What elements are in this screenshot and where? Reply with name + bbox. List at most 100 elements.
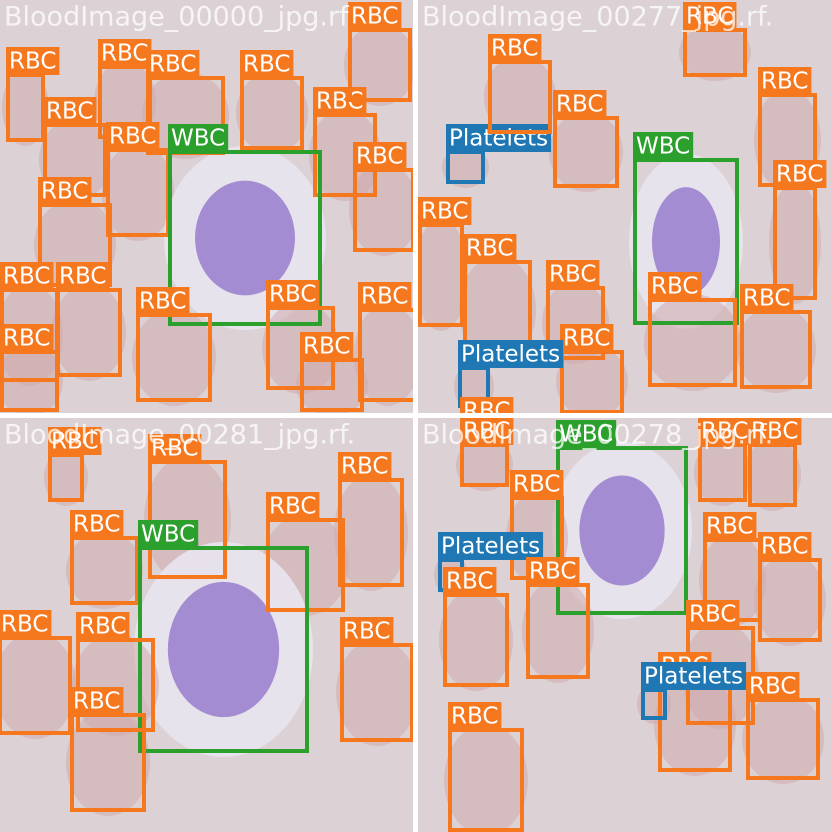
box-label: RBC xyxy=(451,704,498,730)
cell xyxy=(456,439,513,491)
box-label: RBC xyxy=(513,472,560,498)
label-background xyxy=(633,132,694,160)
box-label: Platelets xyxy=(441,534,540,560)
image-title: BloodImage_00000_jpg.rf xyxy=(4,2,350,33)
label-background xyxy=(146,50,200,78)
cell xyxy=(522,579,594,683)
box-label: RBC xyxy=(343,619,390,645)
cell xyxy=(694,439,751,506)
label-background xyxy=(553,90,607,118)
box-label: RBC xyxy=(563,326,610,352)
label-background xyxy=(43,97,97,125)
cell xyxy=(349,164,413,256)
label-background xyxy=(38,177,92,205)
box-label: RBC xyxy=(341,454,388,480)
box-label: RBC xyxy=(743,286,790,312)
label-background xyxy=(438,532,544,560)
box-label: RBC xyxy=(73,689,120,715)
cell xyxy=(52,284,126,381)
label-background xyxy=(0,262,54,290)
nucleus xyxy=(579,475,665,586)
box-label: RBC xyxy=(101,41,148,67)
label-background xyxy=(56,262,110,290)
box-label: RBC xyxy=(1,612,48,638)
label-background xyxy=(70,510,124,538)
cell xyxy=(744,439,801,511)
label-background xyxy=(748,418,802,445)
label-background xyxy=(460,397,514,413)
label-background xyxy=(683,2,737,30)
image-title: BloodImage_00281_jpg.rf. xyxy=(4,420,355,451)
label-background xyxy=(560,324,614,352)
cell xyxy=(354,304,413,406)
box-label: RBC xyxy=(529,559,576,585)
box-label: RBC xyxy=(269,282,316,308)
label-background xyxy=(266,492,320,520)
box-label: RBC xyxy=(776,162,823,188)
cell xyxy=(736,306,816,393)
box-label: RBC xyxy=(749,674,796,700)
box-label: RBC xyxy=(79,614,126,640)
box-label: WBC xyxy=(141,522,195,548)
label-background xyxy=(138,520,199,548)
cell xyxy=(459,256,536,363)
label-background xyxy=(463,234,517,262)
box-label: RBC xyxy=(706,514,753,540)
box-label: RBC xyxy=(41,179,88,205)
bounding-box xyxy=(556,446,688,615)
box-label: RBC xyxy=(761,534,808,560)
nucleus xyxy=(195,180,295,296)
cell xyxy=(637,684,671,724)
label-background xyxy=(641,662,747,690)
box-label: RBC xyxy=(59,264,106,290)
box-label: Platelets xyxy=(461,342,560,368)
box-label: RBC xyxy=(361,284,408,310)
box-label: RBC xyxy=(243,52,290,78)
cell xyxy=(549,112,623,192)
label-background xyxy=(340,617,394,645)
box-label: Platelets xyxy=(449,126,548,152)
box-label: RBC xyxy=(466,236,513,262)
box-label: RBC xyxy=(149,52,196,78)
label-background xyxy=(773,160,827,188)
label-background xyxy=(648,272,702,300)
image-title: BloodImage_00277_jpg.rf. xyxy=(422,2,773,33)
box-label: RBC xyxy=(73,512,120,538)
box-label: RBC xyxy=(356,144,403,170)
label-background xyxy=(448,702,502,730)
cell xyxy=(679,24,751,81)
box-label: RBC xyxy=(46,99,93,125)
box-label: RBC xyxy=(549,262,596,288)
label-background xyxy=(0,324,54,352)
label-background xyxy=(698,418,752,445)
tile: Platelets WBC RBC RBC RBC RBC RBC RBC RBC RBC RBC R… xyxy=(418,0,832,425)
label-background xyxy=(168,124,229,152)
label-background xyxy=(353,142,407,170)
bounding-box xyxy=(168,150,322,326)
label-background xyxy=(48,427,102,455)
label-background xyxy=(556,420,617,448)
box-label: RBC xyxy=(421,199,468,225)
box-label: RBC xyxy=(556,92,603,118)
label-background xyxy=(240,50,294,78)
box-label: RBC xyxy=(351,4,398,30)
label-background xyxy=(758,532,812,560)
box-label: RBC xyxy=(51,429,98,455)
label-background xyxy=(510,470,564,498)
label-background xyxy=(358,282,412,310)
cell xyxy=(2,69,49,146)
label-background xyxy=(266,280,320,308)
cell xyxy=(644,294,741,391)
box-label: RBC xyxy=(463,399,510,425)
cell xyxy=(102,144,174,241)
label-background xyxy=(98,39,152,67)
cell xyxy=(444,724,528,832)
label-background xyxy=(526,557,580,585)
cell xyxy=(742,694,824,784)
cell xyxy=(334,474,408,591)
label-background xyxy=(418,197,472,225)
box-label: RBC xyxy=(303,334,350,360)
